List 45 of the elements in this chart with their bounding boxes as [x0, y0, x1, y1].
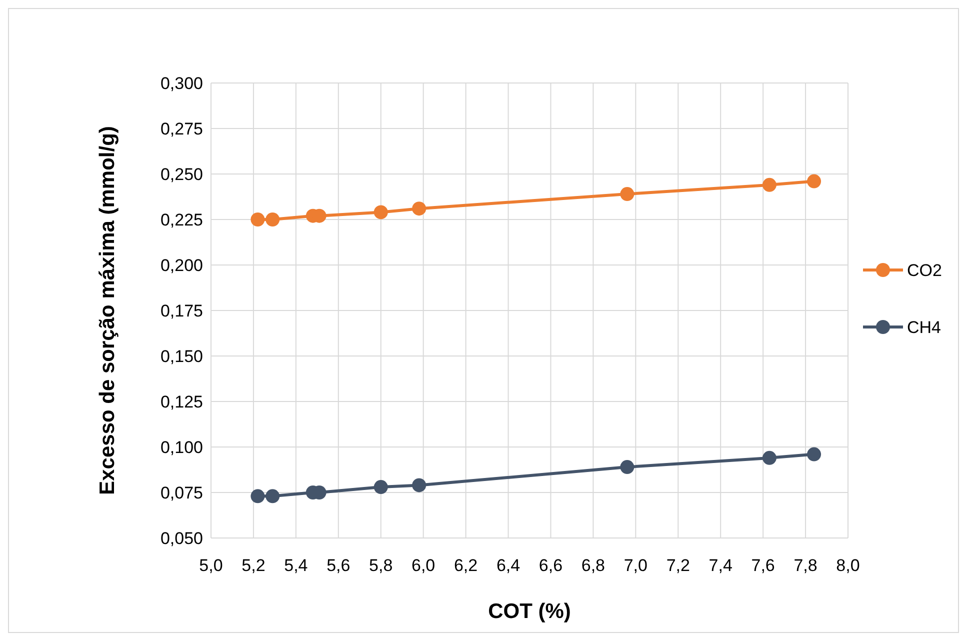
y-tick-label: 0,300	[160, 74, 203, 93]
x-tick-label: 5,8	[369, 556, 393, 575]
point	[266, 489, 280, 504]
x-tick-label: 6,2	[454, 556, 478, 575]
x-tick-label: 6,6	[538, 556, 563, 575]
x-axis-title: COT (%)	[488, 600, 571, 623]
y-tick-label: 0,175	[160, 301, 203, 320]
x-tick-label: 7,2	[666, 556, 690, 575]
y-tick-label: 0,275	[160, 119, 203, 138]
y-tick-label: 0,050	[160, 528, 203, 548]
x-tick-label: 5,4	[284, 556, 308, 575]
y-tick-label: 0,225	[160, 210, 203, 230]
x-tick-label: 6,8	[581, 556, 606, 575]
y-axis-title: Excesso de sorção máxima (mmol/g)	[96, 126, 119, 495]
y-tick-label: 0,250	[160, 164, 203, 184]
point	[762, 178, 776, 192]
point	[762, 450, 776, 465]
point	[374, 205, 388, 220]
point	[266, 212, 280, 226]
point	[250, 489, 265, 504]
legend-label: CH4	[907, 318, 942, 337]
x-tick-label: 7,4	[708, 556, 732, 575]
x-tick-label: 7,6	[751, 556, 775, 575]
y-tick-label: 0,075	[160, 483, 203, 502]
x-tick-label: 5,6	[326, 556, 350, 575]
point	[374, 480, 388, 494]
x-tick-label: 5,2	[242, 556, 266, 575]
y-tick-label: 0,200	[160, 256, 203, 275]
point	[412, 478, 426, 492]
x-tick-label: 7,0	[624, 556, 648, 575]
point	[250, 212, 265, 226]
point	[412, 202, 426, 216]
x-tick-label: 7,8	[794, 556, 818, 575]
y-tick-label: 0,150	[160, 346, 203, 366]
y-tick-label: 0,100	[160, 438, 203, 457]
point	[620, 187, 634, 202]
x-tick-label: 5,0	[199, 556, 223, 575]
x-tick-label: 8,0	[836, 556, 860, 575]
point	[807, 174, 822, 188]
point	[620, 460, 634, 474]
point	[807, 447, 822, 462]
x-tick-label: 6,0	[412, 556, 436, 575]
x-tick-label: 6,4	[496, 556, 520, 575]
y-tick-label: 0,125	[160, 392, 203, 412]
legend-label: CO2	[907, 260, 942, 280]
